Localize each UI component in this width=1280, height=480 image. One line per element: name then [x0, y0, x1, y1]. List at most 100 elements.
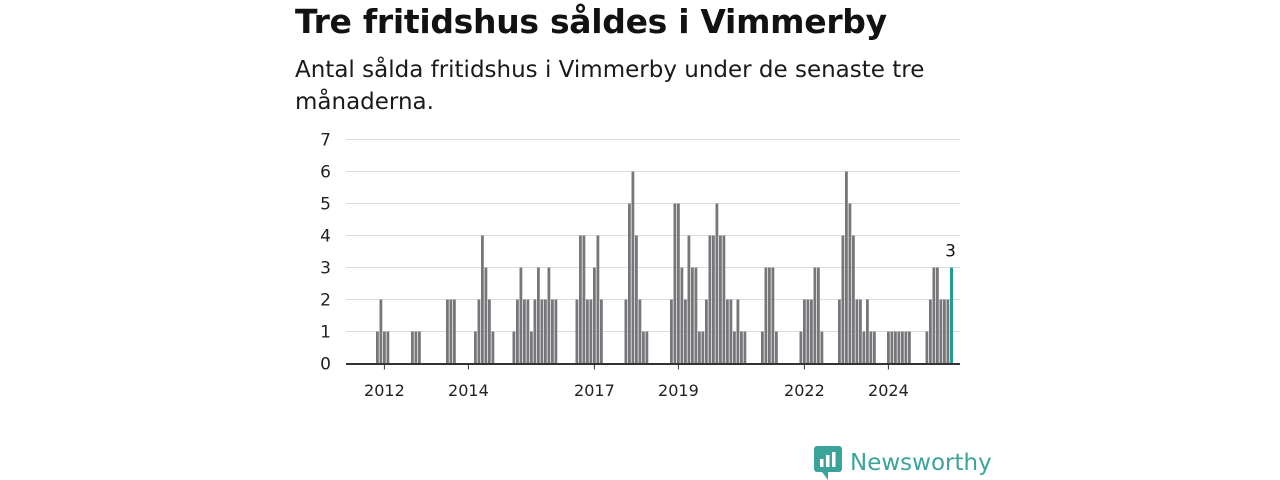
bar	[733, 331, 736, 364]
chart-subtitle: Antal sålda fritidshus i Vimmerby under …	[295, 57, 925, 115]
bar	[488, 299, 491, 364]
bar	[484, 267, 488, 364]
bar	[575, 299, 579, 364]
bar	[645, 331, 649, 364]
y-tick-label: 2	[320, 291, 331, 311]
bar	[890, 331, 894, 364]
bar	[414, 331, 418, 364]
y-tick-label: 0	[320, 355, 331, 375]
bar	[642, 331, 645, 364]
bar	[869, 331, 873, 364]
bar	[635, 235, 638, 364]
bar	[530, 331, 533, 364]
bar	[512, 331, 516, 364]
bar	[740, 331, 743, 364]
bar	[526, 299, 530, 364]
bar	[418, 331, 421, 364]
bar	[547, 267, 551, 364]
x-tick-label: 2014	[448, 381, 489, 400]
brand-name: Newsworthy	[850, 450, 992, 476]
bar	[862, 331, 866, 364]
y-axis: 0 1 2 3 4 5 6 7	[320, 131, 331, 375]
bar	[446, 299, 449, 364]
bar	[932, 267, 936, 364]
bar	[768, 267, 771, 364]
bar	[806, 299, 810, 364]
bar	[838, 299, 841, 364]
bar	[722, 235, 726, 364]
bar	[859, 299, 862, 364]
bar	[519, 267, 523, 364]
bar	[453, 299, 456, 364]
bar	[719, 235, 722, 364]
bar	[523, 299, 526, 364]
bar	[841, 235, 845, 364]
bar	[516, 299, 519, 364]
bar	[729, 299, 733, 364]
bar	[383, 331, 386, 364]
bar	[670, 299, 673, 364]
bar	[908, 331, 911, 364]
bar	[551, 299, 554, 364]
bar	[474, 331, 477, 364]
bar	[866, 299, 869, 364]
bar	[589, 299, 593, 364]
bar	[411, 331, 414, 364]
bar	[887, 331, 890, 364]
y-tick-label: 1	[320, 323, 331, 343]
bar	[596, 235, 600, 364]
bar	[582, 235, 586, 364]
bar	[379, 299, 383, 364]
bar	[929, 299, 932, 364]
bar	[705, 299, 708, 364]
bar	[628, 203, 631, 364]
bar	[894, 331, 897, 364]
last-value-label: 3	[945, 242, 956, 262]
bar	[673, 203, 677, 364]
bar	[687, 235, 691, 364]
bars	[376, 171, 953, 364]
bar	[449, 299, 453, 364]
bar	[544, 299, 547, 364]
bar	[386, 331, 390, 364]
bar	[491, 331, 495, 364]
y-tick-label: 6	[320, 163, 331, 183]
bar	[712, 235, 715, 364]
bar	[726, 299, 729, 364]
bar	[586, 299, 589, 364]
bar	[761, 331, 764, 364]
bar	[803, 299, 806, 364]
x-tick-label: 2012	[364, 381, 405, 400]
bar	[943, 299, 946, 364]
bar	[680, 267, 684, 364]
bar	[537, 267, 540, 364]
bar	[698, 331, 701, 364]
bar	[554, 299, 558, 364]
bar	[694, 267, 698, 364]
bar	[817, 267, 820, 364]
bar	[540, 299, 544, 364]
bar	[813, 267, 817, 364]
bar	[708, 235, 712, 364]
bar	[855, 299, 859, 364]
bar	[799, 331, 803, 364]
bar	[691, 267, 694, 364]
bar	[579, 235, 582, 364]
annotations: 3	[945, 242, 956, 262]
bar	[593, 267, 596, 364]
bar	[946, 299, 950, 364]
bar	[533, 299, 537, 364]
bar	[897, 331, 901, 364]
bar	[771, 267, 775, 364]
chart-title: Tre fritidshus såldes i Vimmerby	[295, 2, 887, 41]
y-tick-label: 5	[320, 195, 331, 215]
newsworthy-logo-icon	[814, 446, 842, 480]
bar	[477, 299, 481, 364]
bar	[852, 235, 855, 364]
bar	[677, 203, 680, 364]
bar	[775, 331, 778, 364]
x-tick-label: 2019	[658, 381, 699, 400]
bar	[845, 171, 848, 364]
bar	[600, 299, 603, 364]
